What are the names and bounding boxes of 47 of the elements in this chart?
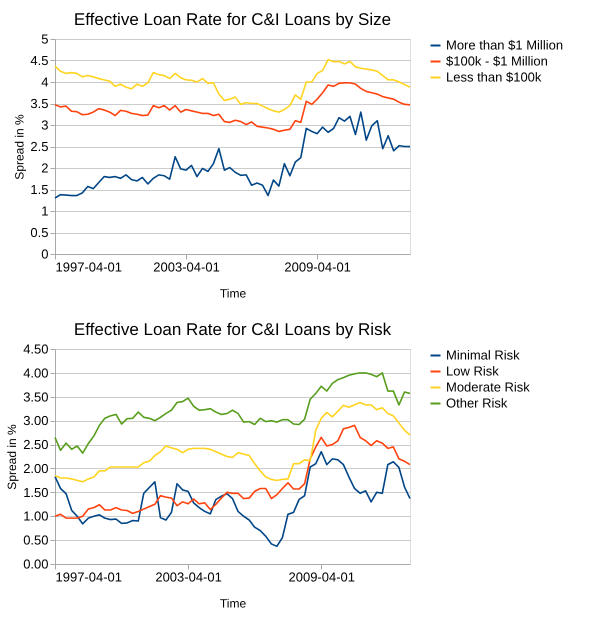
y-tick-label: 4.5 [30,53,48,68]
y-tick-label: 5 [41,32,48,46]
line-series [54,82,411,132]
legend-label: Moderate Risk [446,380,530,394]
y-tick-label: 0.5 [30,225,48,240]
y-tick-label: 1.50 [23,484,48,500]
y-tick-label: 0 [41,246,48,262]
x-axis-title: Time [220,596,246,610]
legend-label: Other Risk [446,396,508,410]
y-tick-label: 4.00 [23,365,48,380]
legend-label: Less than $100k [446,70,542,84]
y-tick-label: 3.5 [30,96,48,111]
y-tick-label: 4 [41,74,48,90]
y-tick-label: 4.50 [23,342,48,356]
line-series [54,402,411,483]
y-tick-label: 1.00 [23,508,48,524]
legend-label: Minimal Risk [446,348,520,362]
legend-label: $100k - $1 Million [446,54,548,68]
chart-title: Effective Loan Rate for C&I Loans by Size [74,10,392,29]
line-series [54,424,411,519]
y-tick-label: 0.00 [23,556,48,572]
x-tick-label: 2003-04-01 [153,260,220,274]
chart-title: Effective Loan Rate for C&I Loans by Risk [74,320,392,339]
legend-label: Low Risk [446,364,500,378]
y-axis-title: Spread in % [12,114,26,180]
y-tick-label: 3 [41,118,48,132]
line-series [54,372,411,454]
y-tick-label: 2.50 [23,437,48,452]
x-tick-label: 1997-04-01 [56,260,122,274]
y-tick-label: 1 [41,204,48,218]
line-series [54,111,411,199]
y-tick-label: 3.00 [23,413,48,428]
y-tick-label: 2.5 [30,139,48,154]
y-tick-label: 0.50 [23,532,48,548]
legend-label: More than $1 Million [446,38,564,52]
x-axis-title: Time [220,286,246,300]
x-tick-label: 2009-04-01 [284,260,351,274]
y-axis-title: Spread in % [5,424,20,490]
line-series [54,450,411,548]
y-tick-label: 2.00 [23,460,48,476]
x-tick-label: 2009-04-01 [288,570,355,584]
x-tick-label: 1997-04-01 [56,570,122,584]
y-tick-label: 3.50 [23,389,48,404]
y-tick-label: 1.5 [30,182,48,197]
x-tick-label: 2003-04-01 [155,570,222,584]
line-series [54,58,411,113]
y-tick-label: 2 [41,160,48,176]
